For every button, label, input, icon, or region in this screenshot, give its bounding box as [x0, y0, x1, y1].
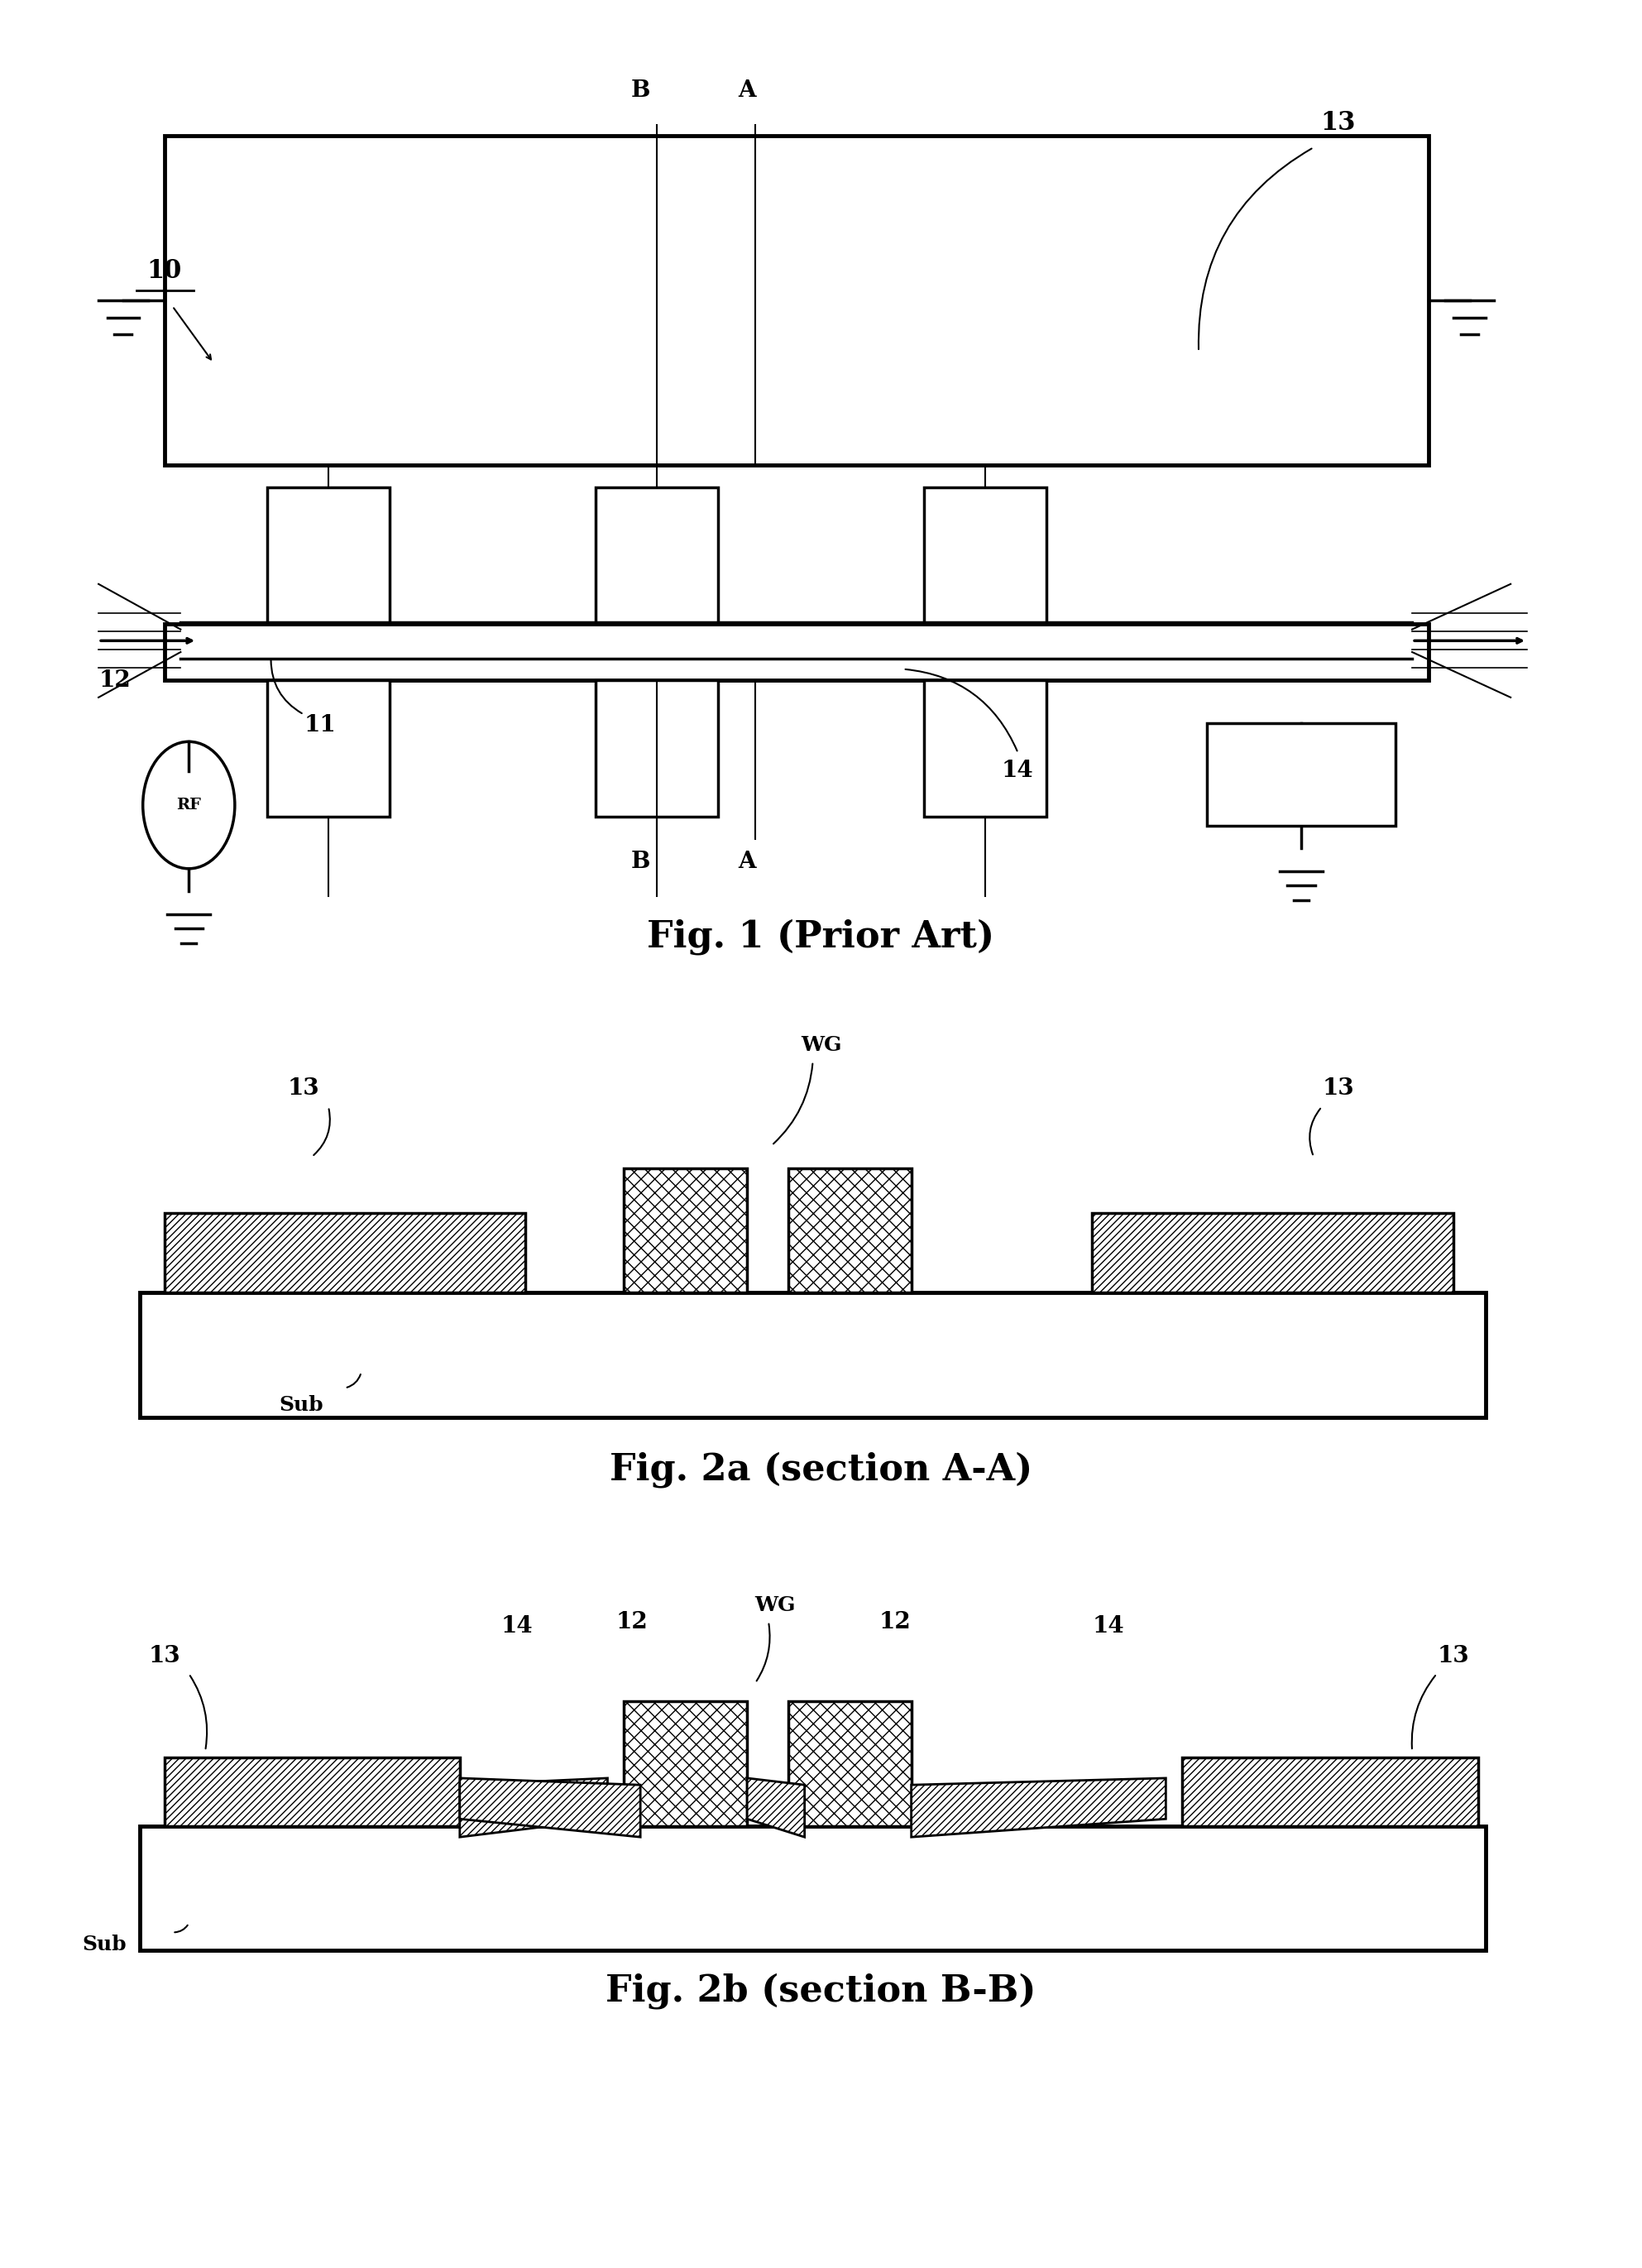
- Text: 13: 13: [1437, 1644, 1470, 1667]
- Bar: [923, 488, 1048, 624]
- Bar: [1092, 1213, 1453, 1293]
- Text: 14: 14: [1092, 1615, 1125, 1637]
- Text: 12: 12: [616, 1610, 649, 1633]
- Text: 11: 11: [304, 714, 337, 737]
- Bar: [164, 624, 1429, 680]
- Text: RF: RF: [176, 798, 202, 812]
- Bar: [788, 1168, 911, 1293]
- Text: 13: 13: [287, 1077, 320, 1100]
- Bar: [624, 1701, 747, 1826]
- Bar: [788, 1701, 911, 1826]
- Text: Fig. 1 (Prior Art): Fig. 1 (Prior Art): [647, 919, 995, 955]
- Bar: [624, 1168, 747, 1293]
- Text: 10: 10: [146, 259, 182, 284]
- Text: A: A: [739, 79, 755, 102]
- Text: Fig. 2b (section B-B): Fig. 2b (section B-B): [606, 1973, 1036, 2009]
- Text: 50 ohm: 50 ohm: [1264, 767, 1338, 782]
- Bar: [266, 488, 391, 624]
- Text: B: B: [631, 850, 650, 873]
- Bar: [596, 680, 719, 816]
- Text: WG: WG: [755, 1594, 795, 1615]
- Bar: [140, 1826, 1486, 1950]
- Polygon shape: [747, 1778, 805, 1837]
- Text: Fig. 2a (section A-A): Fig. 2a (section A-A): [609, 1452, 1033, 1488]
- Text: A: A: [739, 850, 755, 873]
- Text: 14: 14: [1002, 760, 1033, 782]
- Text: B: B: [631, 79, 650, 102]
- Polygon shape: [460, 1778, 608, 1837]
- Bar: [140, 1293, 1486, 1418]
- Bar: [164, 1213, 525, 1293]
- Bar: [266, 680, 391, 816]
- Text: 13: 13: [148, 1644, 181, 1667]
- Bar: [164, 1758, 460, 1826]
- Text: 14: 14: [501, 1615, 534, 1637]
- Bar: [596, 488, 719, 624]
- Text: 12: 12: [878, 1610, 911, 1633]
- Text: 13: 13: [1320, 111, 1356, 136]
- Text: WG: WG: [801, 1034, 841, 1055]
- Text: Sub: Sub: [82, 1935, 126, 1955]
- Polygon shape: [460, 1778, 640, 1837]
- Text: 13: 13: [1322, 1077, 1355, 1100]
- Bar: [164, 136, 1429, 465]
- Text: Sub: Sub: [279, 1395, 323, 1415]
- Bar: [1207, 723, 1396, 826]
- Bar: [1182, 1758, 1478, 1826]
- Bar: [923, 680, 1048, 816]
- Polygon shape: [911, 1778, 1166, 1837]
- Text: 12: 12: [99, 669, 131, 692]
